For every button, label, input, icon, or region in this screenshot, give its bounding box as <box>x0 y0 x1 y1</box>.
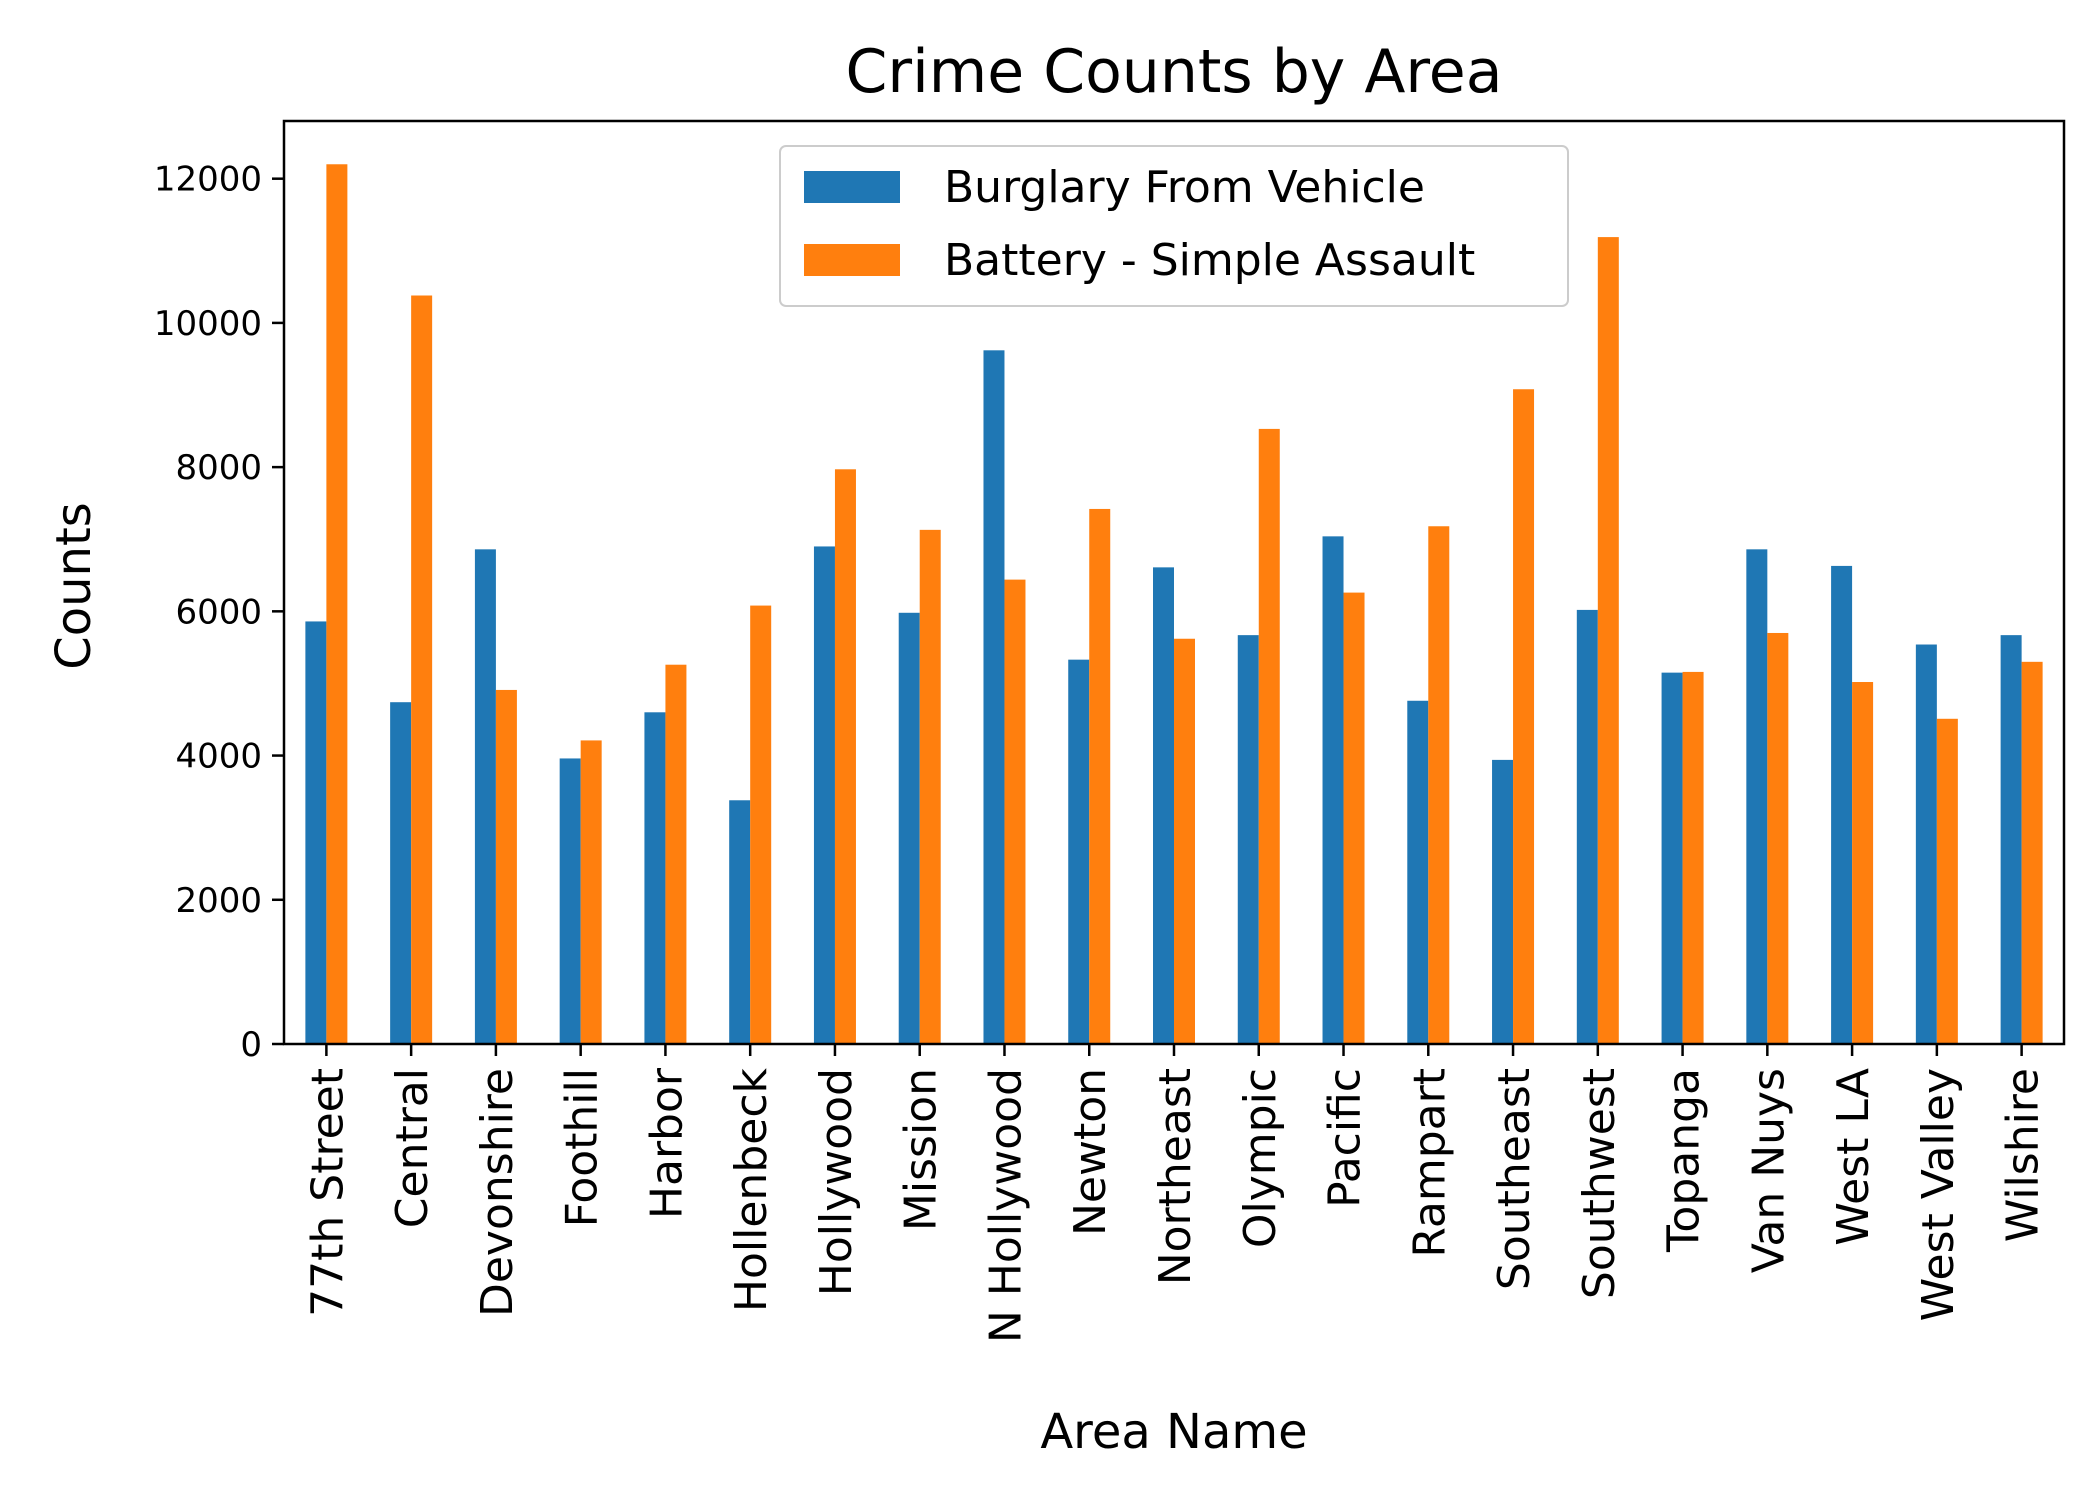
bar-battery-simple-assault-18 <box>1852 682 1874 1044</box>
x-tick-label: West Valley <box>1913 1068 1964 1321</box>
bar-battery-simple-assault-2 <box>495 689 517 1044</box>
bar-battery-simple-assault-9 <box>1089 508 1111 1044</box>
y-tick-label: 6000 <box>175 592 262 632</box>
bar-burglary-from-vehicle-3 <box>559 758 581 1044</box>
y-tick-label: 0 <box>240 1025 262 1065</box>
x-axis-label: Area Name <box>1040 1404 1307 1460</box>
x-tick-label: Pacific <box>1320 1068 1371 1208</box>
bar-burglary-from-vehicle-5 <box>729 800 751 1044</box>
bar-burglary-from-vehicle-6 <box>813 546 835 1044</box>
x-tick-label: Northeast <box>1150 1068 1201 1285</box>
bar-burglary-from-vehicle-8 <box>983 350 1005 1044</box>
x-tick-label: Foothill <box>557 1068 608 1227</box>
x-tick-label: Hollywood <box>811 1068 862 1296</box>
x-tick-label: Harbor <box>641 1067 692 1219</box>
legend-box <box>779 145 1569 307</box>
x-tick-label: Olympic <box>1235 1068 1286 1248</box>
x-tick-label: Mission <box>896 1068 947 1231</box>
bar-burglary-from-vehicle-18 <box>1831 565 1853 1044</box>
bar-battery-simple-assault-6 <box>834 469 856 1044</box>
y-tick-label: 8000 <box>175 448 262 488</box>
bar-burglary-from-vehicle-4 <box>644 712 666 1044</box>
bar-burglary-from-vehicle-15 <box>1576 609 1598 1044</box>
bar-burglary-from-vehicle-1 <box>390 702 412 1044</box>
x-tick-label: Southwest <box>1574 1068 1625 1299</box>
legend-swatch <box>804 171 900 203</box>
y-tick-label: 10000 <box>154 304 262 344</box>
y-axis-label: Counts <box>46 502 102 670</box>
plot-frame <box>282 119 2066 1046</box>
legend-label: Burglary From Vehicle <box>944 162 1425 213</box>
bar-burglary-from-vehicle-12 <box>1322 536 1344 1044</box>
bar-burglary-from-vehicle-16 <box>1661 672 1683 1044</box>
x-tick-label: West LA <box>1828 1068 1879 1246</box>
x-tick-label: Devonshire <box>472 1068 523 1317</box>
bar-burglary-from-vehicle-17 <box>1746 549 1768 1044</box>
x-tick-label: N Hollywood <box>980 1068 1031 1343</box>
bar-battery-simple-assault-12 <box>1343 592 1365 1044</box>
x-tick-label: Central <box>387 1068 438 1228</box>
bar-battery-simple-assault-17 <box>1767 632 1789 1044</box>
bar-battery-simple-assault-8 <box>1004 579 1026 1044</box>
x-tick-label: Topanga <box>1659 1068 1710 1253</box>
bar-battery-simple-assault-14 <box>1513 389 1535 1044</box>
bar-burglary-from-vehicle-9 <box>1068 659 1090 1044</box>
legend: Burglary From Vehicle Battery - Simple As… <box>779 145 1569 307</box>
bar-battery-simple-assault-11 <box>1258 428 1280 1044</box>
bar-burglary-from-vehicle-14 <box>1492 759 1514 1044</box>
bar-battery-simple-assault-7 <box>919 529 941 1044</box>
x-tick-label: Wilshire <box>1998 1068 2049 1242</box>
bar-battery-simple-assault-16 <box>1682 671 1704 1044</box>
bar-burglary-from-vehicle-13 <box>1407 700 1429 1044</box>
chart-title: Crime Counts by Area <box>846 37 1503 107</box>
bars-layer <box>305 164 2043 1045</box>
bar-battery-simple-assault-15 <box>1597 237 1619 1045</box>
bar-battery-simple-assault-4 <box>665 664 687 1044</box>
x-tick-label: Hollenbeck <box>726 1067 777 1312</box>
bar-battery-simple-assault-3 <box>580 740 602 1044</box>
bar-battery-simple-assault-19 <box>1936 718 1958 1044</box>
y-tick-label: 4000 <box>175 737 262 777</box>
bar-battery-simple-assault-0 <box>326 164 348 1044</box>
bar-battery-simple-assault-20 <box>2021 661 2043 1044</box>
bar-burglary-from-vehicle-11 <box>1237 635 1259 1044</box>
legend-swatch <box>804 244 900 276</box>
bar-burglary-from-vehicle-7 <box>898 612 920 1044</box>
bar-battery-simple-assault-5 <box>750 605 772 1044</box>
bar-burglary-from-vehicle-10 <box>1153 567 1174 1044</box>
bar-battery-simple-assault-1 <box>411 295 433 1044</box>
bar-burglary-from-vehicle-19 <box>1915 644 1937 1044</box>
x-tick-label: Newton <box>1065 1068 1116 1236</box>
bar-burglary-from-vehicle-20 <box>2000 635 2022 1044</box>
x-tick-label: Van Nuys <box>1743 1068 1794 1273</box>
bar-burglary-from-vehicle-2 <box>474 549 496 1044</box>
x-tick-label: Rampart <box>1404 1068 1455 1258</box>
legend-label: Battery - Simple Assault <box>944 235 1475 286</box>
bar-burglary-from-vehicle-0 <box>305 621 327 1044</box>
x-tick-label: Southeast <box>1489 1068 1540 1290</box>
x-axis-ticks: 77th Street Central Devonshire Foothill Harb… <box>302 1044 2049 1343</box>
x-tick-label: 77th Street <box>302 1068 353 1317</box>
y-axis-ticks: 0 2000 4000 6000 8000 10000 12000 <box>154 160 284 1065</box>
y-tick-label: 2000 <box>175 881 262 921</box>
bar-battery-simple-assault-13 <box>1428 526 1450 1044</box>
bar-battery-simple-assault-10 <box>1174 638 1195 1044</box>
y-tick-label: 12000 <box>154 160 262 200</box>
